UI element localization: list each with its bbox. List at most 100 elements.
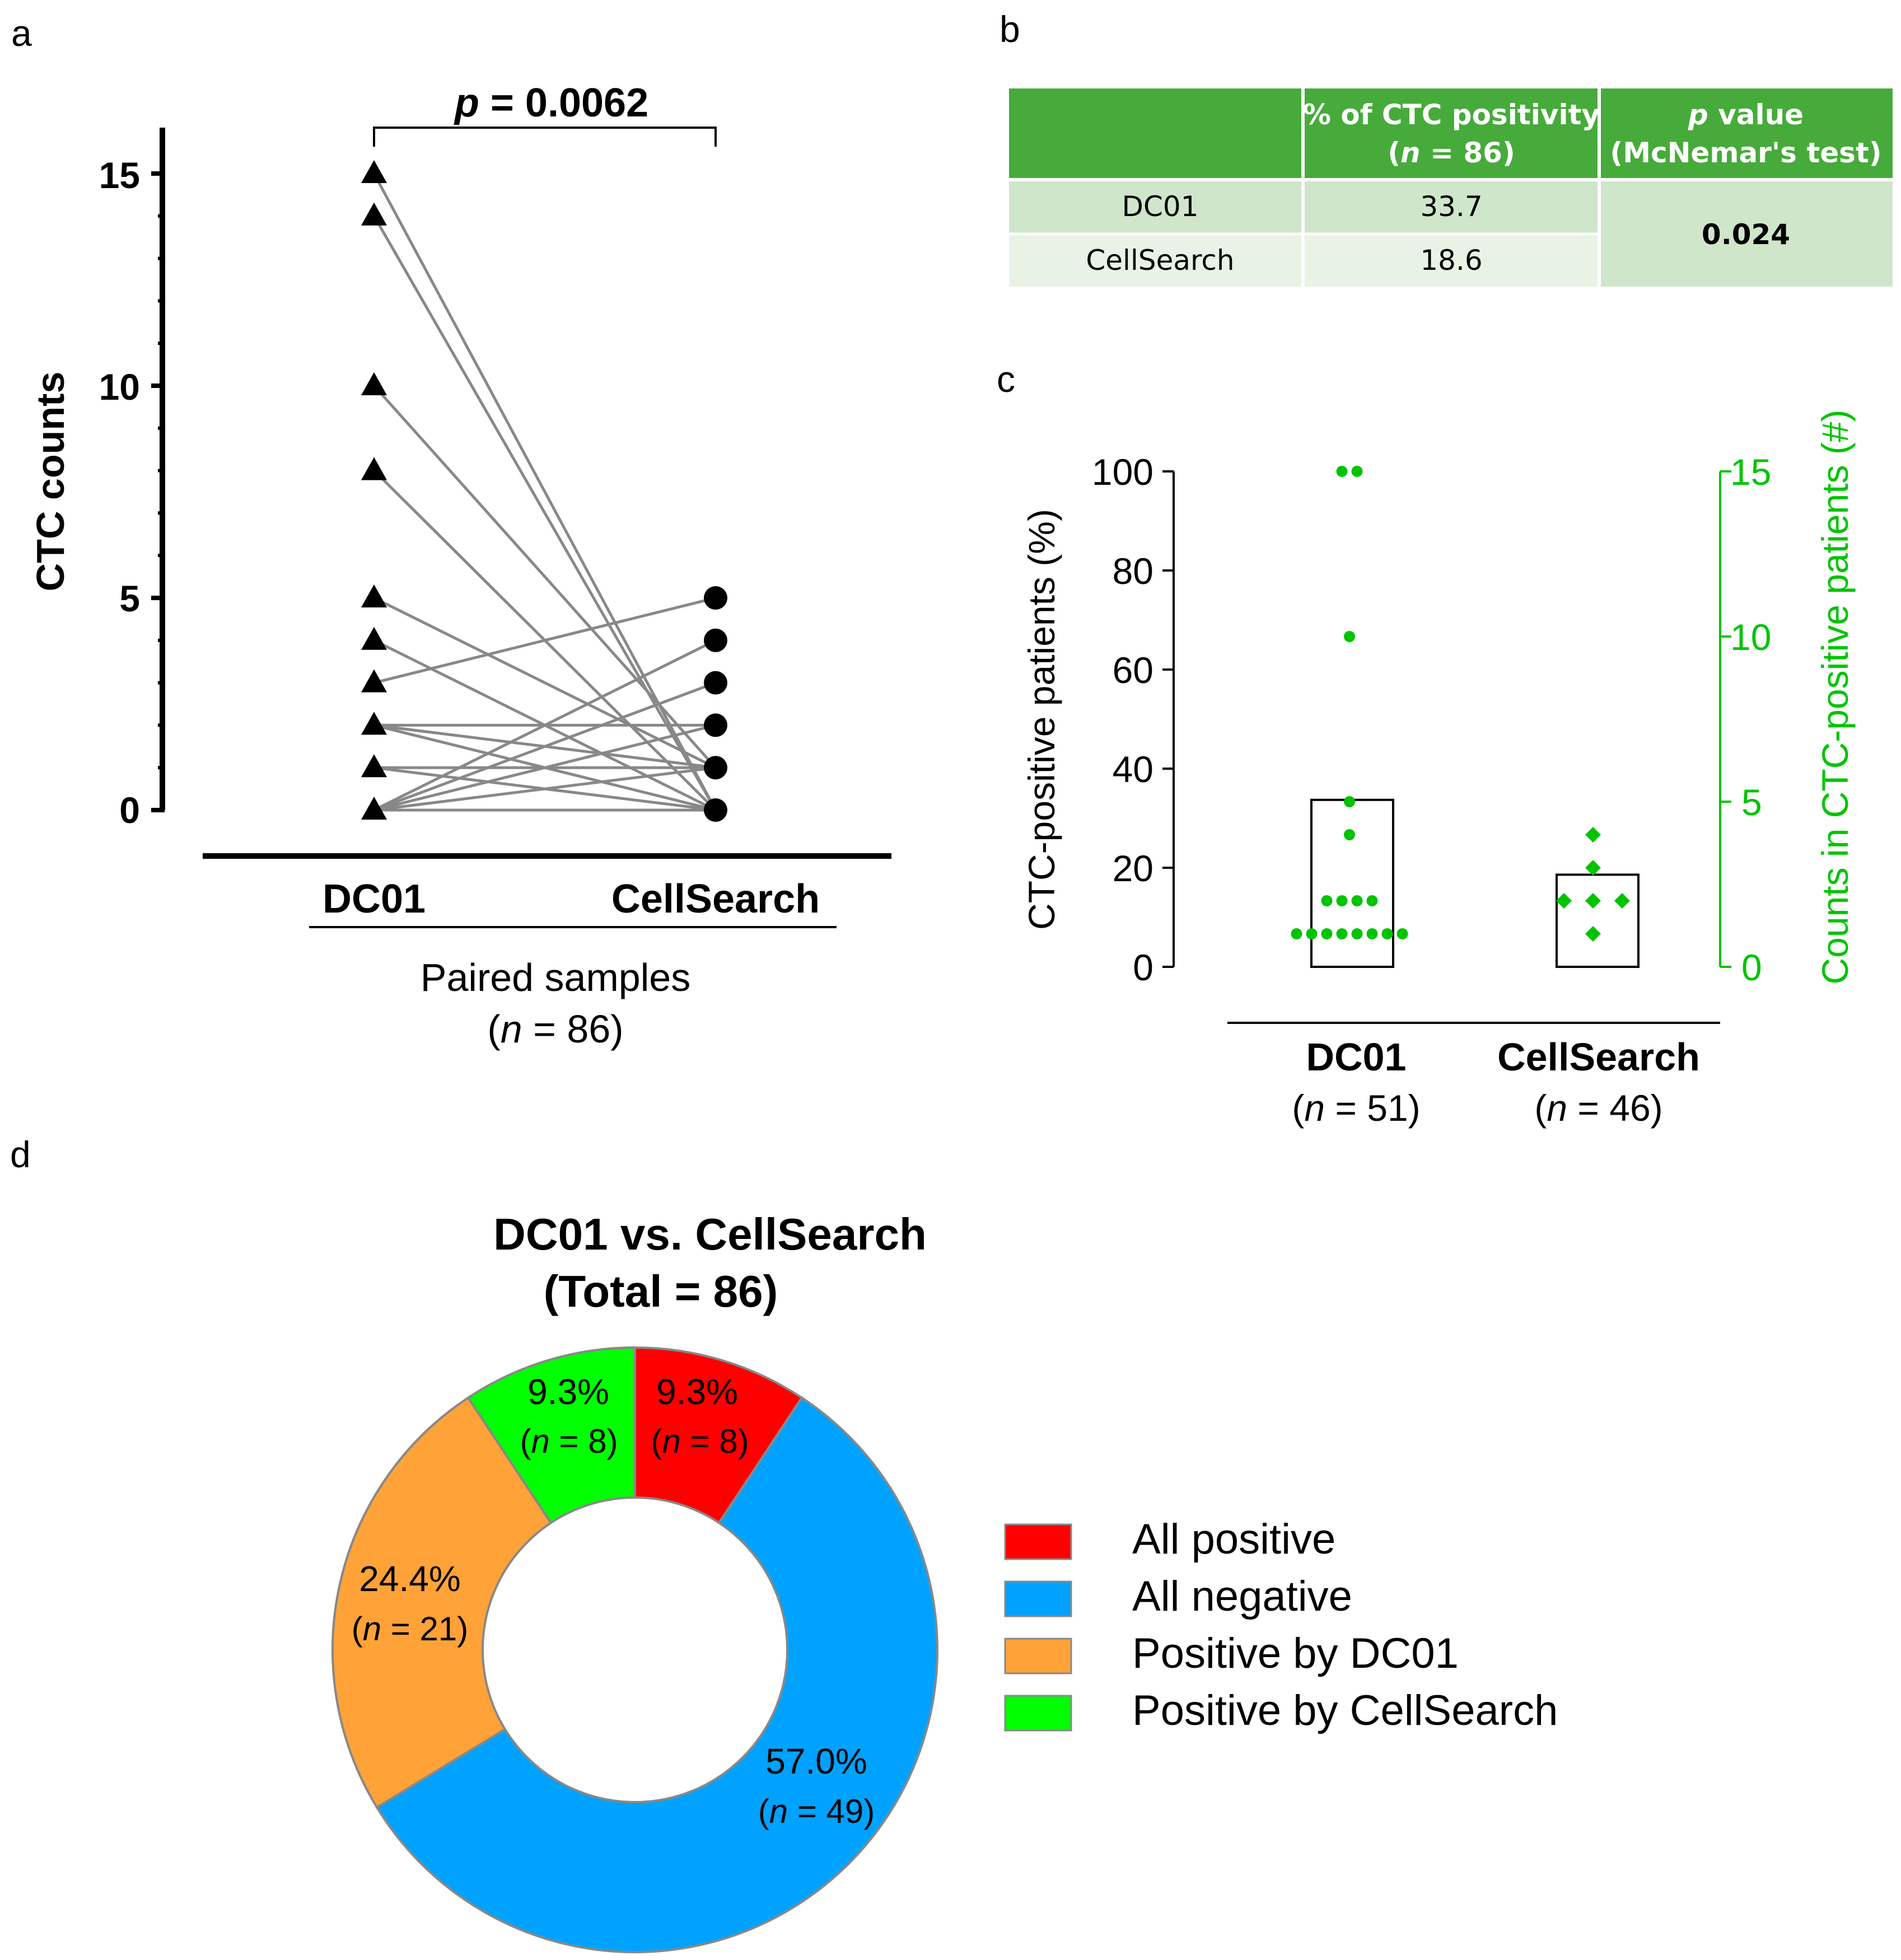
legend-label: Positive by DC01 [1132,1630,1459,1677]
panel-a-y-tick-label: 0 [119,789,140,831]
panel-a-markers [361,160,727,822]
panel-c-right-tick-label: 5 [1741,782,1762,823]
cellsearch-count-diamond [1614,893,1630,909]
dc01-count-dot [1306,928,1318,939]
panel-a-p-value: p = 0.0062 [454,81,648,125]
dc01-count-dot [1344,631,1355,642]
panel-c-right-axis-label: Counts in CTC-positive patients (#) [1814,409,1856,984]
slice-n-positive-cellsearch: (n = 8) [520,1423,618,1460]
pair-line [373,385,717,769]
cellsearch-circle-marker [704,798,727,822]
pair-line [373,723,716,812]
panel-c-right-ticks [1720,470,1731,968]
dc01-triangle-marker [361,712,387,735]
panel-label-d: d [10,1134,31,1175]
pair-line [372,215,717,811]
panel-label-a: a [11,12,32,54]
legend-label: All negative [1132,1573,1352,1620]
legend-swatch-positive-cellsearch [1004,1695,1072,1732]
panel-c-right-tick-label: 15 [1730,451,1771,493]
table-header-p-value: p value [1688,99,1804,131]
panel-label-c: c [997,358,1015,400]
slice-n-all-negative: (n = 49) [758,1793,875,1830]
table-header-test: (McNemar's test) [1610,137,1881,169]
panel-a-y-tick-label: 10 [99,366,140,408]
dc01-count-dot [1344,829,1355,840]
panel-a-significance-bracket [373,127,717,147]
dc01-triangle-marker [361,160,387,183]
panel-c-left-tick-label: 20 [1113,848,1153,889]
cellsearch-circle-marker [704,756,727,780]
panel-c-left-tick-label: 0 [1133,947,1153,988]
pair-line [373,596,716,685]
panel-a-y-tick-label: 5 [119,578,140,619]
panel-d: d DC01 vs. CellSearch (Total = 86) 9.3% … [10,1134,1558,1953]
legend-label: Positive by CellSearch [1132,1687,1558,1734]
panel-b: b % of CTC positivity (n = 86) p value (… [999,8,1893,287]
slice-n-positive-dc01: (n = 21) [352,1610,468,1648]
donut-hole [482,1496,788,1803]
cellsearch-circle-marker [704,628,727,652]
cellsearch-count-diamond [1585,827,1601,843]
panel-label-b: b [999,8,1020,50]
dc01-triangle-marker [361,372,387,395]
cellsearch-count-diamond [1585,926,1601,942]
panel-c-left-axis-label: CTC-positive patients (%) [1021,509,1062,930]
panel-a: a 0 5 10 15 CTC counts p = 0.0062 DC01 C… [11,12,891,1051]
dc01-count-dot [1291,928,1302,939]
dc01-count-dot [1381,928,1393,939]
panel-c-n-label: (n = 46) [1534,1087,1662,1129]
dc01-count-dot [1351,466,1363,477]
panel-a-x-category-cellsearch: CellSearch [611,877,820,921]
dc01-count-dot [1351,895,1363,906]
table-header-row [1009,88,1893,178]
cellsearch-count-diamond [1585,893,1601,909]
table-row-value: 18.6 [1420,244,1482,277]
dc01-triangle-marker [361,669,387,693]
dc01-count-dot [1336,466,1348,477]
panel-a-y-axis-label: CTC counts [29,372,72,592]
legend-swatch-positive-dc01 [1004,1638,1072,1674]
dc01-count-dot [1396,928,1408,939]
table-row-value: 33.7 [1420,190,1482,223]
dc01-triangle-marker [361,797,387,820]
pair-line [373,639,717,812]
bar-cellsearch [1556,873,1640,969]
dc01-count-dot [1321,928,1333,939]
legend: All positive All negative Positive by DC… [1004,1515,1558,1734]
dc01-triangle-marker [361,626,387,650]
pair-line [373,766,716,812]
dc01-count-dot [1336,928,1348,939]
dc01-triangle-marker [361,754,387,778]
dc01-count-dot [1344,796,1355,807]
slice-pct-positive-dc01: 24.4% [359,1559,460,1599]
legend-label: All positive [1132,1515,1335,1563]
dc01-triangle-marker [361,202,387,226]
pair-line [372,172,717,811]
panel-c-right-tick-label: 10 [1730,616,1771,658]
panel-c-x-category-dc01: DC01 [1306,1035,1407,1079]
slice-pct-positive-cellsearch: 9.3% [527,1372,609,1412]
panel-c-left-tick-label: 60 [1113,649,1153,691]
panel-c: c 0 20 40 60 80 100 CTC-positive patient… [997,358,1856,1129]
panel-a-x-axis-label: Paired samples [421,956,690,999]
panel-a-y-ticks [151,171,165,812]
dc01-count-dot [1366,895,1378,906]
panel-a-pair-lines [372,172,717,812]
panel-a-n-label: (n = 86) [487,1007,623,1051]
dc01-count-dot [1336,895,1348,906]
table-header-positivity: % of CTC positivity [1303,99,1600,131]
table-p-value: 0.024 [1702,218,1790,251]
pair-line [373,596,717,769]
dc01-count-dot [1351,928,1363,939]
panel-c-left-ticks [1162,470,1174,968]
table-p-value-cell [1599,181,1893,287]
panel-c-x-category-cellsearch: CellSearch [1497,1035,1700,1079]
cellsearch-count-diamond [1556,893,1572,909]
panel-a-x-category-dc01: DC01 [323,877,426,921]
table-row-label: DC01 [1122,190,1198,223]
dc01-triangle-marker [361,584,387,607]
panel-c-bars [1310,798,1640,969]
slice-pct-all-positive: 9.3% [656,1372,738,1412]
